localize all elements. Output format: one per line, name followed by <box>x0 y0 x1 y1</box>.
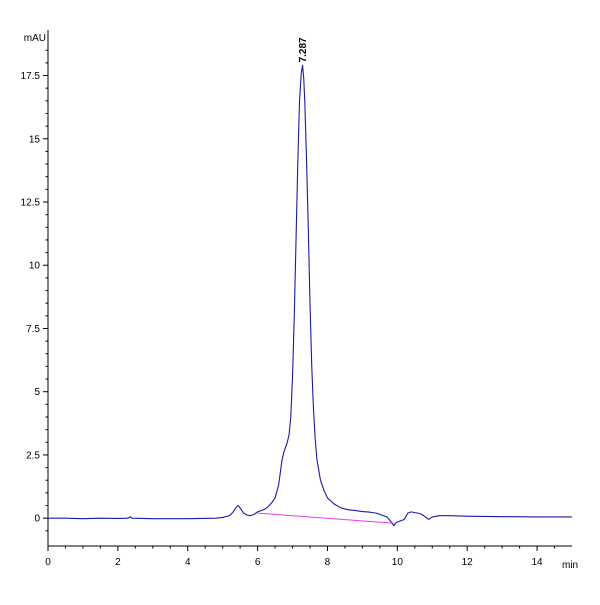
x-tick-label: 14 <box>532 557 544 568</box>
y-tick-label: 10 <box>29 261 41 272</box>
x-tick-label: 8 <box>325 557 331 568</box>
y-tick-label: 5 <box>34 387 40 398</box>
x-tick-label: 10 <box>392 557 404 568</box>
y-tick-label: 15 <box>29 134 41 145</box>
y-tick-label: 2.5 <box>26 450 40 461</box>
baseline-line <box>257 512 394 524</box>
x-tick-label: 4 <box>185 557 191 568</box>
signal-trace <box>48 64 572 527</box>
y-tick-label: 12.5 <box>21 198 41 209</box>
x-tick-label: 6 <box>255 557 261 568</box>
y-axis-label: mAU <box>24 33 46 44</box>
x-axis-label: min <box>562 560 578 571</box>
y-tick-label: 17.5 <box>21 71 41 82</box>
x-tick-label: 2 <box>115 557 121 568</box>
x-tick-label: 12 <box>462 557 474 568</box>
x-tick-label: 0 <box>45 557 51 568</box>
peak-label: 7.287 <box>298 37 309 62</box>
y-tick-label: 0 <box>34 514 40 525</box>
y-tick-label: 7.5 <box>26 324 40 335</box>
